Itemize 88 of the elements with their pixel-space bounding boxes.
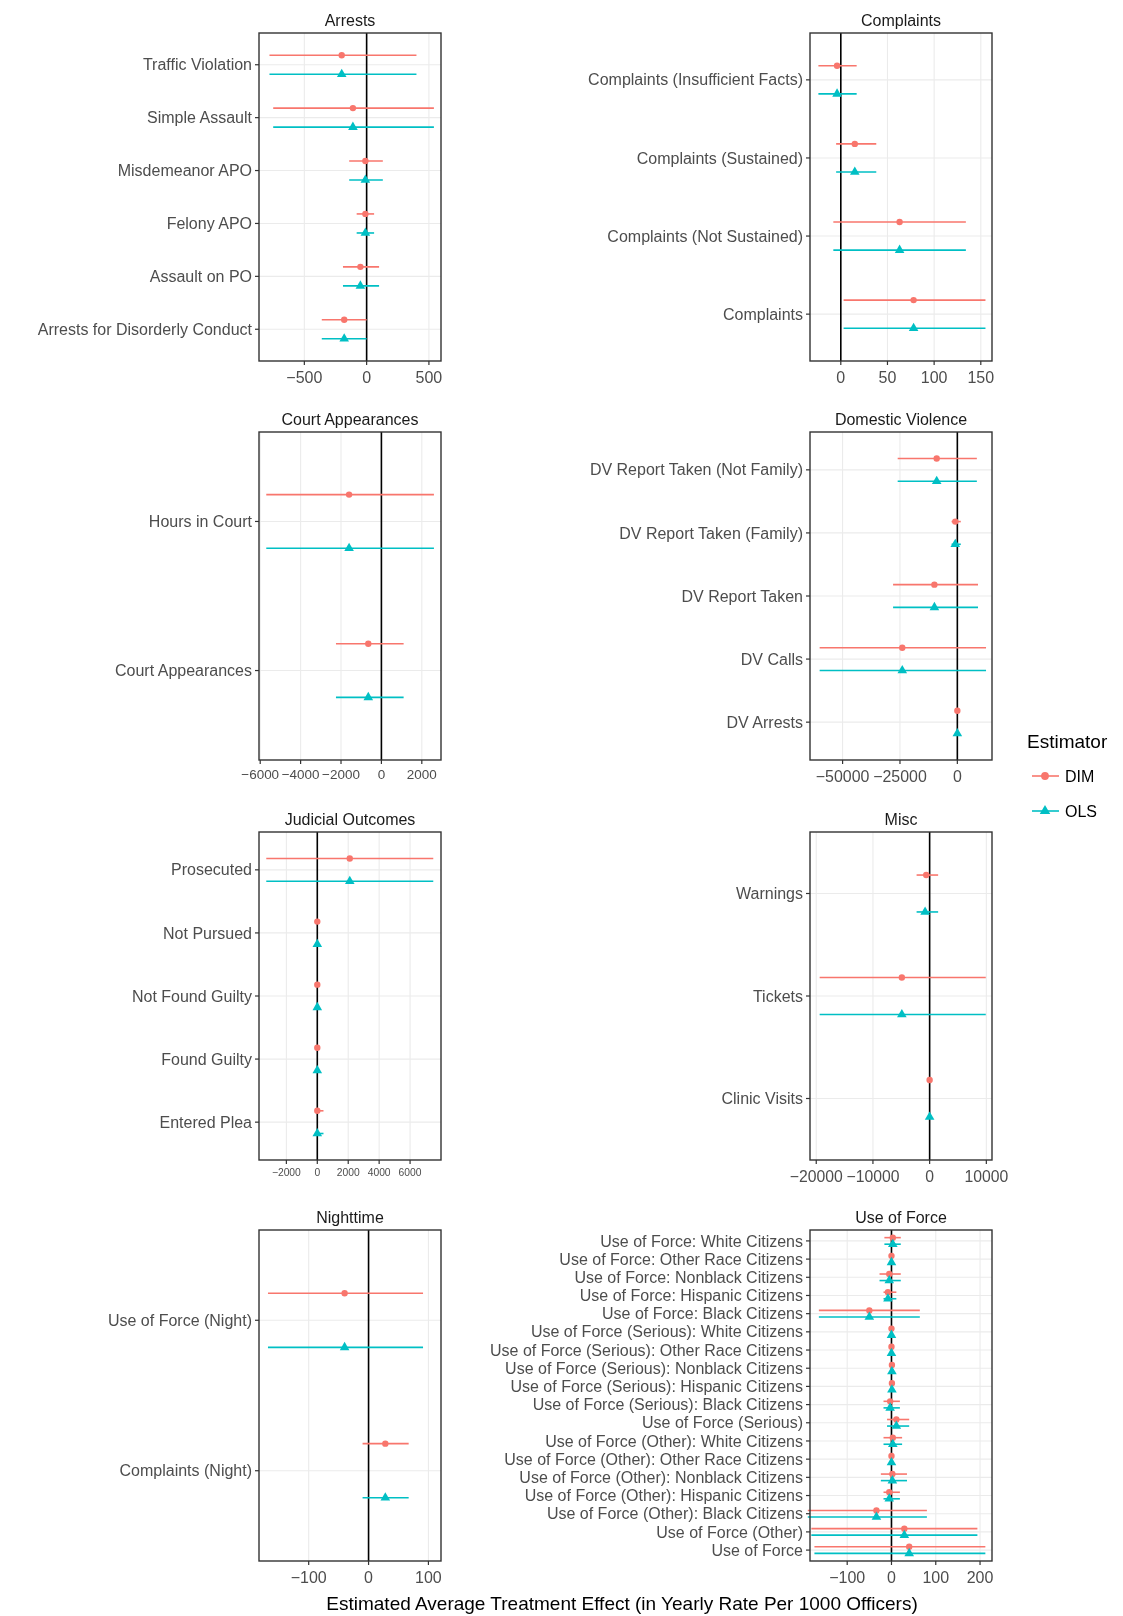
y-tick-label: Hours in Court: [148, 513, 253, 531]
chart-title: Arrests: [324, 12, 376, 29]
y-tick-label: Complaints (Night): [119, 1462, 252, 1480]
x-tick-label: −500: [286, 369, 323, 386]
y-tick-label: Use of Force: Hispanic Citizens: [579, 1287, 803, 1305]
chart-title: Court Appearances: [281, 411, 419, 428]
y-tick-label: Not Found Guilty: [131, 987, 252, 1005]
chart-title: Complaints: [860, 12, 942, 29]
x-tick-label: 0: [887, 1569, 897, 1586]
y-tick-label: Use of Force: Other Race Citizens: [559, 1250, 803, 1268]
chart-title: Judicial Outcomes: [284, 811, 416, 828]
legend-label: DIM: [1065, 768, 1095, 785]
x-axis-title: Estimated Average Treatment Effect (in Yearly Rate Per 1000 Officers): [326, 1593, 918, 1614]
y-tick-label: DV Report Taken: [681, 587, 803, 605]
y-tick-label: Prosecuted: [171, 861, 252, 879]
x-tick-label: 100: [415, 1569, 442, 1586]
y-tick-label: Misdemeanor APO: [117, 162, 252, 180]
x-tick-label: 0: [925, 1167, 935, 1185]
x-tick-label: 50: [878, 369, 897, 386]
y-tick-label: Complaints: [722, 305, 803, 323]
y-tick-label: DV Arrests: [726, 713, 803, 731]
x-tick-label: −20000: [789, 1167, 843, 1185]
x-tick-label: 4000: [367, 1167, 391, 1179]
x-tick-label: −25000: [873, 767, 927, 785]
y-tick-label: Arrests for Disorderly Conduct: [37, 320, 253, 338]
y-tick-label: Use of Force (Other): Other Race Citizens: [504, 1450, 803, 1468]
y-tick-label: Use of Force (Serious): [642, 1414, 803, 1432]
x-tick-label: −6000: [241, 767, 280, 783]
y-tick-label: Use of Force: Nonblack Citizens: [574, 1268, 803, 1286]
y-tick-label: Court Appearances: [115, 662, 252, 680]
x-tick-label: −2000: [322, 767, 360, 783]
y-tick-label: Use of Force (Serious): Nonblack Citizens: [505, 1359, 803, 1377]
x-tick-label: 100: [920, 369, 948, 386]
y-tick-label: Use of Force (Serious): White Citizens: [530, 1323, 803, 1341]
x-tick-label: −50000: [815, 767, 870, 785]
y-tick-label: Tickets: [752, 987, 803, 1005]
chart-title: Misc: [884, 811, 918, 828]
y-tick-label: Use of Force (Other): Hispanic Citizens: [524, 1487, 803, 1505]
y-tick-label: Entered Plea: [159, 1113, 253, 1131]
y-tick-label: Use of Force (Serious): Other Race Citizens: [490, 1341, 803, 1359]
x-tick-label: 100: [922, 1569, 950, 1586]
y-tick-label: Use of Force (Serious): Hispanic Citizens: [510, 1378, 803, 1396]
y-tick-label: Use of Force (Night): [107, 1311, 252, 1329]
y-tick-label: Clinic Visits: [721, 1090, 803, 1108]
y-tick-label: Assault on PO: [149, 267, 252, 285]
x-tick-label: 10000: [964, 1167, 1009, 1185]
x-tick-label: 2000: [406, 767, 437, 783]
y-tick-label: Not Pursued: [163, 924, 252, 942]
y-tick-label: Complaints (Not Sustained): [607, 227, 803, 245]
x-tick-label: 0: [952, 767, 962, 785]
x-tick-label: −2000: [271, 1167, 302, 1179]
chart-title: Use of Force: [855, 1209, 947, 1226]
y-tick-label: Use of Force: [711, 1541, 804, 1559]
y-tick-label: Complaints (Insufficient Facts): [588, 71, 803, 89]
y-tick-label: DV Report Taken (Not Family): [589, 461, 803, 479]
x-tick-label: −4000: [281, 767, 320, 783]
chart-title: Nighttime: [316, 1209, 384, 1226]
x-tick-label: −100: [829, 1569, 866, 1586]
y-tick-label: DV Report Taken (Family): [619, 524, 803, 542]
y-tick-label: Use of Force (Other): [656, 1523, 803, 1541]
x-tick-label: 0: [364, 1569, 374, 1586]
x-tick-label: 0: [314, 1167, 321, 1179]
x-tick-label: 0: [836, 369, 846, 386]
y-tick-label: Use of Force (Serious): Black Citizens: [532, 1396, 803, 1414]
y-tick-label: Use of Force (Other): White Citizens: [545, 1432, 803, 1450]
y-tick-label: Use of Force: Black Citizens: [602, 1305, 803, 1323]
y-tick-label: Traffic Violation: [142, 56, 252, 74]
legend-title: Estimator: [1027, 731, 1108, 752]
x-tick-label: 200: [966, 1569, 994, 1586]
x-tick-label: 150: [967, 369, 995, 386]
y-tick-label: Use of Force (Other): Nonblack Citizens: [519, 1468, 803, 1486]
y-tick-label: Found Guilty: [161, 1050, 252, 1068]
x-tick-label: 6000: [398, 1167, 422, 1179]
x-tick-label: 0: [362, 369, 372, 386]
y-tick-label: Felony APO: [166, 215, 252, 233]
y-tick-label: Warnings: [736, 885, 803, 903]
y-tick-label: Use of Force: White Citizens: [600, 1232, 803, 1250]
x-tick-label: 2000: [336, 1167, 360, 1179]
x-tick-label: 500: [415, 369, 443, 386]
y-tick-label: Simple Assault: [147, 109, 253, 127]
y-tick-label: Use of Force (Other): Black Citizens: [546, 1505, 803, 1523]
y-tick-label: DV Calls: [740, 650, 803, 668]
x-tick-label: −100: [290, 1569, 327, 1586]
chart-title: Domestic Violence: [834, 411, 968, 428]
x-tick-label: −10000: [846, 1167, 900, 1185]
x-tick-label: 0: [377, 767, 386, 783]
legend-label: OLS: [1065, 803, 1098, 820]
y-tick-label: Complaints (Sustained): [636, 149, 803, 167]
